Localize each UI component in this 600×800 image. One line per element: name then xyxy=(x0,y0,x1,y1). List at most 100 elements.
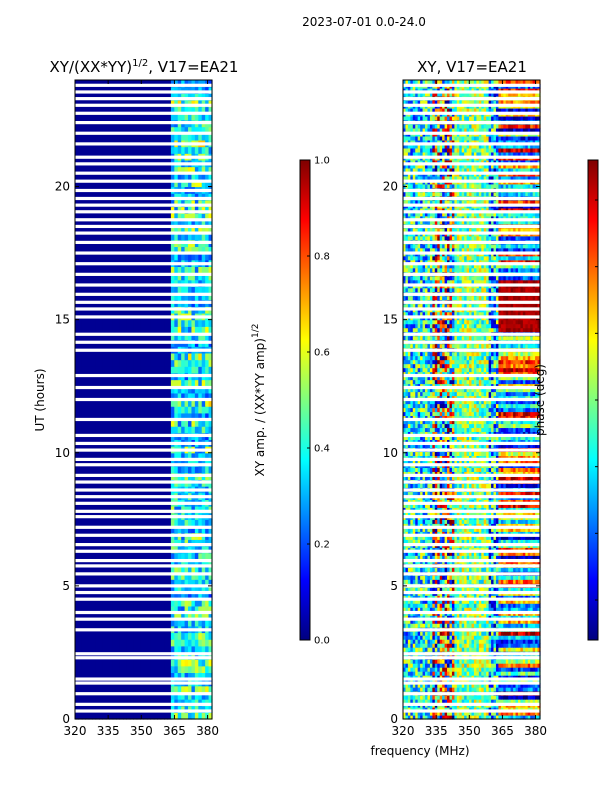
amp-heatmap-cell xyxy=(133,619,138,627)
amp-heatmap-cell xyxy=(198,146,203,154)
amp-heatmap-cell xyxy=(112,506,117,514)
amp-heatmap-cell xyxy=(205,266,210,274)
amp-heatmap-cell xyxy=(146,592,151,600)
amp-heatmap-cell xyxy=(126,712,131,720)
amp-heatmap-cell xyxy=(143,426,148,434)
amp-heatmap-cell xyxy=(208,539,213,547)
amp-heatmap-cell xyxy=(81,359,86,367)
amp-heatmap-cell xyxy=(164,266,169,274)
amp-heatmap-cell xyxy=(177,639,182,647)
amp-heatmap-cell xyxy=(112,286,117,294)
amp-heatmap-cell xyxy=(181,592,186,600)
amp-heatmap-cell xyxy=(194,699,199,707)
amp-heatmap-cell xyxy=(153,412,158,421)
amp-heatmap-cell xyxy=(109,286,114,294)
amp-heatmap-cell xyxy=(122,539,127,547)
amp-heatmap-cell xyxy=(177,366,182,374)
amp-heatmap-cell xyxy=(140,545,145,554)
amp-heatmap-cell xyxy=(116,399,121,407)
amp-heatmap-cell xyxy=(201,639,206,647)
amp-heatmap-cell xyxy=(150,319,155,327)
amp-heatmap-cell xyxy=(92,699,97,707)
amp-heatmap-cell xyxy=(194,672,199,680)
amp-heatmap-cell xyxy=(78,559,83,567)
amp-heatmap-cell xyxy=(157,559,162,567)
amp-heatmap-cell xyxy=(92,466,97,474)
amp-heatmap-cell xyxy=(78,366,83,374)
amp-heatmap-cell xyxy=(109,466,114,474)
amp-heatmap-cell xyxy=(153,419,158,427)
amp-heatmap-cell xyxy=(181,612,186,620)
amp-heatmap-cell xyxy=(160,672,165,680)
amp-heatmap-cell xyxy=(116,286,121,294)
amp-heatmap-cell xyxy=(184,146,189,154)
amp-heatmap-cell xyxy=(191,605,196,614)
amp-heatmap-cell xyxy=(81,652,86,660)
amp-heatmap-cell xyxy=(88,699,93,707)
amp-heatmap-cell xyxy=(129,379,134,387)
amp-heatmap-cell xyxy=(143,665,148,674)
amp-heatmap-cell xyxy=(119,519,124,527)
amp-heatmap-cell xyxy=(191,572,196,580)
amp-heatmap-cell xyxy=(143,652,148,660)
amp-heatmap-cell xyxy=(164,645,169,654)
amp-heatmap-cell xyxy=(153,326,158,334)
amp-heatmap-cell xyxy=(150,359,155,367)
amp-heatmap-cell xyxy=(170,612,175,620)
amp-heatmap-cell xyxy=(81,672,86,680)
amp-heatmap-cell xyxy=(201,359,206,367)
amp-heatmap-cell xyxy=(85,525,90,534)
amp-heatmap-cell xyxy=(98,645,103,654)
amp-heatmap-cell xyxy=(95,379,100,387)
amp-heatmap-cell xyxy=(194,639,199,647)
amp-heatmap-cell xyxy=(188,585,193,594)
amp-heatmap-cell xyxy=(174,406,179,414)
amp-heatmap-cell xyxy=(184,685,189,693)
amp-heatmap-cell xyxy=(105,699,110,707)
amp-heatmap-cell xyxy=(205,585,210,594)
amp-heatmap-cell xyxy=(188,466,193,474)
amp-heatmap-cell xyxy=(109,506,114,514)
amp-heatmap-cell xyxy=(122,585,127,594)
amp-heatmap-cell xyxy=(98,605,103,614)
amp-heatmap-cell xyxy=(140,579,145,587)
amp-heatmap-cell xyxy=(98,326,103,334)
amp-heatmap-cell xyxy=(105,632,110,640)
amp-heatmap-cell xyxy=(98,612,103,620)
amp-heatmap-cell xyxy=(92,386,97,394)
amp-heatmap-cell xyxy=(133,519,138,527)
amp-heatmap-cell xyxy=(119,585,124,594)
amp-heatmap-cell xyxy=(146,366,151,374)
amp-heatmap-cell xyxy=(126,659,131,667)
amp-heatmap-cell xyxy=(184,419,189,427)
amp-heatmap-cell xyxy=(75,266,80,274)
amp-heatmap-cell xyxy=(201,592,206,600)
amp-heatmap-cell xyxy=(109,525,114,534)
amp-heatmap-cell xyxy=(81,599,86,607)
amp-heatmap-cell xyxy=(184,665,189,674)
amp-heatmap-cell xyxy=(109,565,114,574)
amp-heatmap-cell xyxy=(150,552,155,560)
amp-heatmap-cell xyxy=(136,712,141,720)
amp-heatmap-cell xyxy=(95,525,100,534)
amp-heatmap-cell xyxy=(174,419,179,427)
amp-heatmap-cell xyxy=(153,645,158,654)
amp-heatmap-cell xyxy=(109,579,114,587)
amp-heatmap-cell xyxy=(122,352,127,361)
amp-heatmap-cell xyxy=(136,619,141,627)
amp-heatmap-cell xyxy=(109,685,114,693)
amp-heatmap-cell xyxy=(188,392,193,401)
amp-heatmap-cell xyxy=(112,572,117,580)
amp-heatmap-cell xyxy=(112,592,117,600)
amp-heatmap-cell xyxy=(85,419,90,427)
amp-heatmap-cell xyxy=(167,352,172,361)
amp-heatmap-cell xyxy=(208,599,213,607)
amp-heatmap-cell xyxy=(184,266,189,274)
amp-heatmap-cell xyxy=(105,659,110,667)
amp-heatmap-cell xyxy=(109,692,114,700)
amp-heatmap-cell xyxy=(167,359,172,367)
amp-heatmap-cell xyxy=(146,619,151,627)
amp-heatmap-cell xyxy=(98,545,103,554)
amp-heatmap-cell xyxy=(208,585,213,594)
amp-heatmap-cell xyxy=(78,286,83,294)
